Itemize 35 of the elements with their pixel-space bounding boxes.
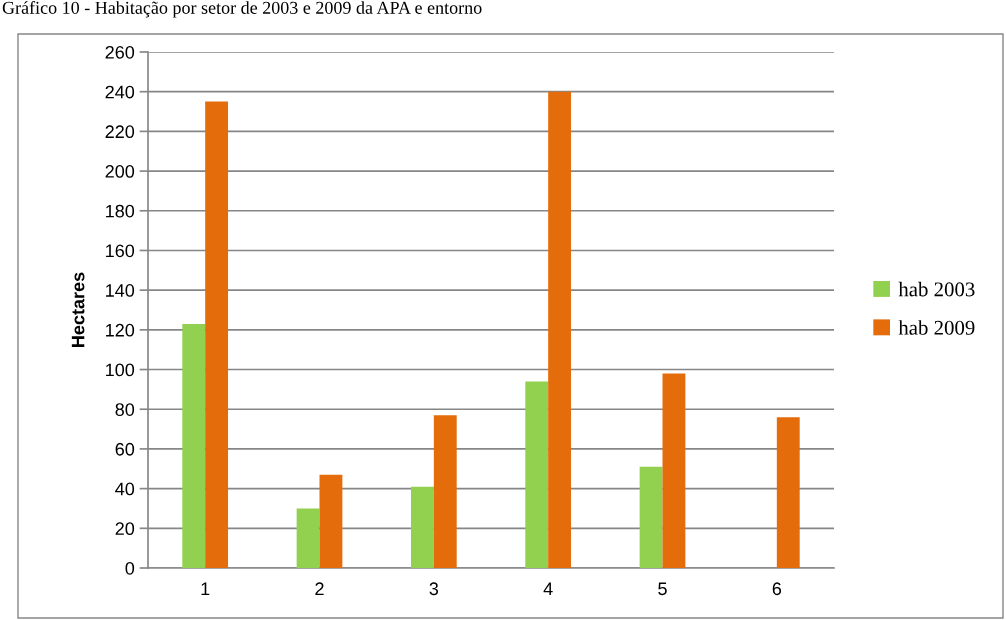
y-tick-label: 200 xyxy=(105,165,135,178)
bar xyxy=(296,508,320,568)
y-tick-label: 160 xyxy=(106,244,135,258)
x-tick-label: 1 xyxy=(201,582,210,595)
bar xyxy=(205,101,229,568)
x-tick-label: 4 xyxy=(543,582,553,595)
x-tick-label: 3 xyxy=(429,582,439,596)
y-tick-label: 180 xyxy=(106,204,135,218)
bar xyxy=(548,91,572,568)
y-tick-label: 40 xyxy=(115,482,135,496)
x-tick-label: 6 xyxy=(772,582,782,596)
y-tick-label: 260 xyxy=(105,45,135,59)
bar xyxy=(182,323,206,568)
bar xyxy=(525,381,549,568)
bar xyxy=(639,466,663,568)
y-tick-label: 60 xyxy=(115,442,135,456)
x-tick-label: 5 xyxy=(658,582,667,596)
bar xyxy=(319,474,343,568)
bar xyxy=(776,417,800,568)
y-axis-title: Hectares xyxy=(71,272,85,347)
y-tick-label: 120 xyxy=(106,323,135,337)
bar xyxy=(662,373,686,568)
y-tick-label: 140 xyxy=(106,284,135,297)
y-tick-label: 220 xyxy=(105,125,135,139)
chart-title: Gráfico 10 - Habitação por setor de 2003 e 2009 da APA e entorno xyxy=(2,1,482,18)
legend-label: hab 2003 xyxy=(898,281,975,297)
y-tick-label: 100 xyxy=(106,363,135,377)
y-tick-label: 0 xyxy=(125,561,135,575)
y-tick-label: 20 xyxy=(115,522,135,536)
y-tick-label: 240 xyxy=(105,85,135,99)
y-tick-label: 80 xyxy=(115,403,135,416)
bar xyxy=(433,415,457,568)
bar xyxy=(410,486,434,568)
legend-label: hab 2009 xyxy=(898,320,975,335)
x-tick-label: 2 xyxy=(315,582,324,595)
